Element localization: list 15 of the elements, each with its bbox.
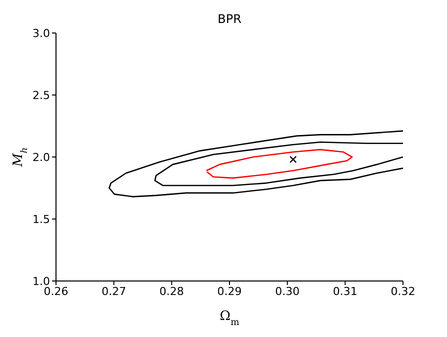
y-tick-label: 2.0 — [32, 150, 50, 164]
y-tick-label: 1.5 — [32, 212, 50, 226]
line-series — [154, 141, 403, 186]
x-tick-label: 0.27 — [102, 284, 126, 298]
x-tick-label: 0.28 — [159, 284, 184, 298]
x-tick-label: 0.32 — [390, 284, 416, 298]
line-series — [108, 130, 403, 198]
line-series — [206, 148, 353, 179]
y-tick-label: 2.5 — [32, 88, 50, 102]
chart-title: BPR — [218, 12, 242, 26]
y-tick-label: 3.0 — [32, 26, 50, 40]
x-axis-title: Ω$_{m}$ — [220, 309, 240, 328]
x-tick-label: 0.30 — [275, 284, 300, 298]
x-tick-label: 0.29 — [217, 284, 242, 298]
x-tick-label: 0.31 — [332, 284, 358, 298]
